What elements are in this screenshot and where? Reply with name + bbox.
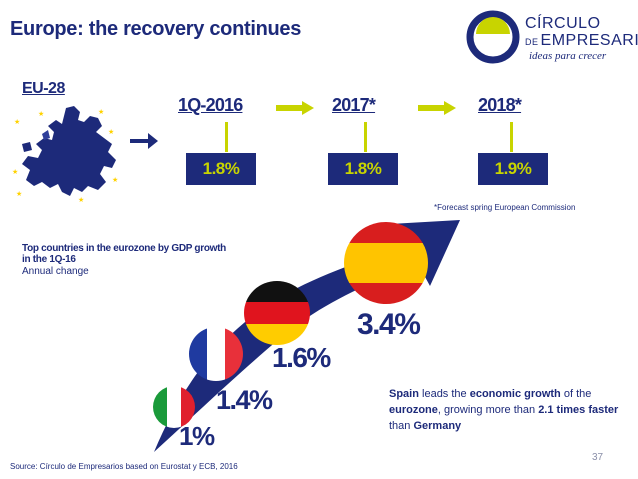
flag-italy-icon: [153, 386, 195, 428]
svg-text:★: ★: [12, 168, 18, 176]
note-text: than: [389, 420, 414, 432]
eu-label: EU-28: [22, 80, 65, 97]
note-bold: 2.1 times faster: [538, 404, 619, 416]
value-box-2017: 1.8%: [328, 153, 398, 185]
page-number: 37: [592, 452, 604, 463]
period-label-1q2016: 1Q-2016: [178, 95, 243, 115]
note-text: of the: [560, 388, 592, 400]
flag-spain-icon: [344, 222, 428, 304]
top-countries-subheading: Annual change: [22, 266, 89, 277]
growth-arrow-icon: [154, 220, 460, 452]
logo-empresarios: EMPRESARIOS: [540, 32, 638, 49]
logo-name-line2: DEEMPRESARIOS: [525, 32, 638, 50]
eu-arrow-icon: [130, 133, 158, 149]
period-label-2017: 2017*: [332, 95, 376, 115]
value-box-1q2016: 1.8%: [186, 153, 256, 185]
period-label-2018: 2018*: [478, 95, 522, 115]
value-france: 1.4%: [216, 385, 273, 415]
forecast-footnote: *Forecast spring European Commission: [434, 203, 576, 212]
top-countries-heading: Top countries in the eurozone by GDP gro…: [22, 243, 226, 265]
svg-text:★: ★: [98, 108, 104, 116]
note-text: leads the: [418, 388, 470, 400]
connector-line: [510, 122, 513, 152]
value-germany: 1.6%: [272, 342, 331, 373]
svg-text:★: ★: [112, 176, 118, 184]
logo-name-line1: CÍRCULO: [525, 15, 601, 32]
note-text: , growing more than: [437, 404, 539, 416]
svg-text:★: ★: [38, 110, 44, 118]
flag-germany-icon: [244, 281, 310, 345]
connector-line: [364, 122, 367, 152]
connector-line: [225, 122, 228, 152]
logo-de: DE: [525, 37, 539, 47]
note-bold: Spain: [389, 388, 419, 400]
svg-text:★: ★: [108, 128, 114, 136]
svg-text:★: ★: [78, 196, 84, 204]
note-bold: Germany: [413, 420, 462, 432]
note-bold: eurozone: [389, 404, 438, 416]
green-arrow-icon: [276, 101, 314, 115]
note-bold: economic growth: [469, 388, 561, 400]
circulo-logo-icon: [466, 10, 520, 64]
logo-tagline: ideas para crecer: [529, 50, 607, 62]
svg-text:★: ★: [14, 118, 20, 126]
svg-text:★: ★: [16, 190, 22, 198]
value-spain: 3.4%: [357, 308, 421, 341]
eu-map-icon: ★ ★ ★ ★ ★ ★ ★ ★: [12, 106, 118, 204]
slide-title: Europe: the recovery continues: [10, 18, 302, 40]
source-note: Source: Círculo de Empresarios based on …: [10, 462, 238, 471]
spain-growth-note: Spain leads the economic growth of the e…: [389, 386, 619, 434]
green-arrow-icon: [418, 101, 456, 115]
flag-france-icon: [189, 327, 243, 381]
value-italy: 1%: [179, 421, 215, 451]
value-box-2018: 1.9%: [478, 153, 548, 185]
